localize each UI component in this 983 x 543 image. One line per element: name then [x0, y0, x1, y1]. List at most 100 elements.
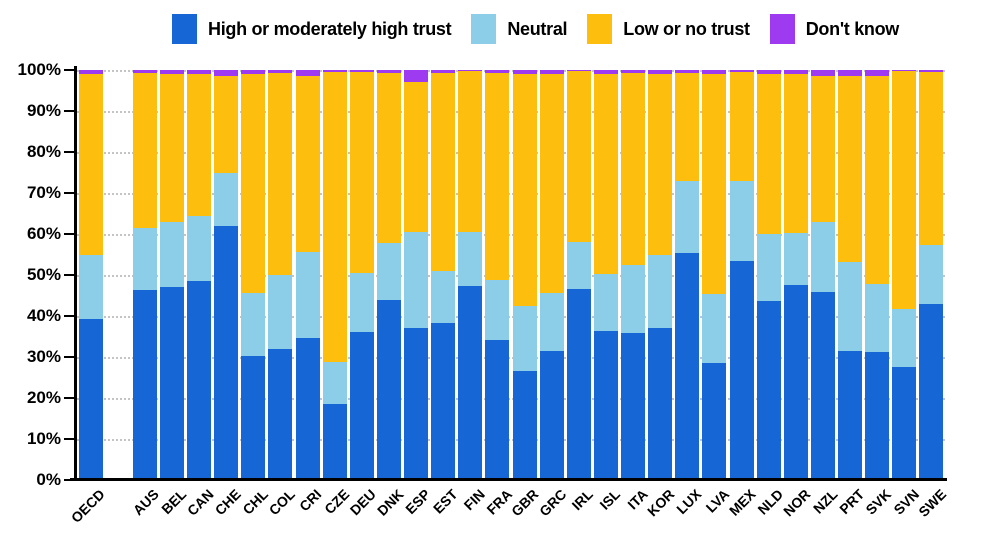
- bar-segment-neutral: [214, 172, 239, 226]
- bar-BEL: [159, 70, 184, 480]
- bar-segment-high: [621, 332, 646, 480]
- y-tick-label: 10%: [26, 429, 61, 448]
- bar-segment-low: [675, 73, 700, 182]
- bar-segment-high: [838, 350, 863, 480]
- bar-NZL: [810, 70, 835, 480]
- bar-segment-dont_know: [729, 70, 754, 73]
- bar-segment-neutral: [919, 245, 944, 305]
- bar-segment-dont_know: [756, 70, 781, 75]
- bar-segment-neutral: [404, 231, 429, 329]
- bar-segment-neutral: [268, 275, 293, 349]
- bar-segment-dont_know: [268, 70, 293, 74]
- gridline: [77, 111, 945, 113]
- bar-PRT: [838, 70, 863, 480]
- x-tick-label-DNK: DNK: [373, 486, 407, 519]
- bar-segment-neutral: [187, 215, 212, 282]
- legend-item-high-trust: High or moderately high trust: [172, 14, 452, 44]
- x-tick-label-NOR: NOR: [779, 486, 814, 520]
- bar-segment-neutral: [675, 181, 700, 253]
- bar-segment-high: [675, 252, 700, 480]
- bar-segment-low: [295, 76, 320, 252]
- bar-segment-low: [404, 82, 429, 232]
- bar-segment-high: [132, 290, 157, 480]
- y-tick-mark: [64, 397, 74, 399]
- bar-segment-neutral: [593, 274, 618, 332]
- y-tick-mark: [64, 438, 74, 440]
- x-tick-label-EST: EST: [429, 486, 461, 517]
- bar-segment-neutral: [729, 181, 754, 262]
- y-tick-label: 60%: [26, 224, 61, 243]
- legend-item-dont-know: Don't know: [769, 14, 900, 44]
- bar-segment-dont_know: [702, 70, 727, 75]
- bar-ITA: [621, 70, 646, 480]
- bar-segment-dont_know: [865, 70, 890, 76]
- bar-ISL: [593, 70, 618, 480]
- bar-segment-dont_know: [322, 70, 347, 72]
- x-axis-labels: OECD AUS BEL CAN CHE CHL COL CRI CZE DEU DNK ESP EST…: [68, 486, 949, 542]
- bar-segment-neutral: [566, 241, 591, 290]
- bar-segment-high: [431, 323, 456, 480]
- bar-CAN: [187, 70, 212, 480]
- bar-segment-low: [187, 74, 212, 216]
- bar-segment-high: [865, 351, 890, 480]
- y-axis-spine: [74, 66, 77, 480]
- bar-segment-high: [187, 281, 212, 480]
- gridline: [77, 70, 945, 72]
- bar-FRA: [485, 70, 510, 480]
- bar-KOR: [648, 70, 673, 480]
- x-tick-label-GBR: GBR: [508, 486, 542, 520]
- bar-segment-neutral: [78, 254, 103, 319]
- bar-segment-high: [376, 300, 401, 480]
- y-tick-label: 40%: [26, 306, 61, 325]
- x-tick-label-CAN: CAN: [183, 486, 217, 519]
- bar-IRL: [566, 70, 591, 480]
- gridline: [77, 275, 945, 277]
- bar-segment-high: [295, 338, 320, 480]
- bar-segment-high: [919, 304, 944, 480]
- bar-segment-dont_know: [621, 70, 646, 74]
- bar-segment-dont_know: [810, 70, 835, 77]
- bar-segment-neutral: [756, 234, 781, 301]
- legend-label-neutral: Neutral: [507, 18, 568, 39]
- bar-segment-dont_know: [241, 70, 266, 75]
- bar-CHL: [241, 70, 266, 480]
- bar-segment-low: [919, 72, 944, 246]
- bar-segment-high: [566, 289, 591, 480]
- gridline: [77, 316, 945, 318]
- x-tick-label-IRL: IRL: [568, 486, 597, 514]
- legend-label-dont-know: Don't know: [805, 18, 900, 39]
- x-tick-label-CZE: CZE: [320, 486, 353, 518]
- bar-segment-neutral: [892, 309, 917, 367]
- bar-SWE: [919, 70, 944, 480]
- bar-segment-high: [783, 284, 808, 480]
- gridline: [77, 398, 945, 400]
- bar-OECD: [78, 70, 103, 480]
- bar-segment-high: [892, 366, 917, 480]
- bar-GRC: [539, 70, 564, 480]
- x-tick-label-CRI: CRI: [296, 486, 325, 515]
- bar-CHE: [214, 70, 239, 480]
- x-tick-label-NLD: NLD: [754, 486, 787, 518]
- bar-segment-high: [648, 328, 673, 480]
- x-tick-label-ISL: ISL: [596, 486, 624, 513]
- bar-segment-dont_know: [295, 70, 320, 77]
- bar-segment-dont_know: [675, 70, 700, 74]
- bar-segment-dont_know: [838, 70, 863, 77]
- bar-segment-low: [593, 74, 618, 275]
- bar-segment-dont_know: [593, 70, 618, 75]
- bar-segment-dont_know: [214, 70, 239, 77]
- y-tick-mark: [64, 479, 74, 481]
- x-tick-label-CHL: CHL: [238, 486, 271, 518]
- bar-segment-low: [132, 72, 157, 229]
- bar-segment-neutral: [702, 293, 727, 364]
- y-axis-ticks: [64, 69, 74, 482]
- bar-segment-neutral: [539, 293, 564, 351]
- y-axis-labels: 100% 90% 80% 70% 60% 50% 40% 30% 20% 10% 0%: [0, 60, 61, 489]
- bar-segment-low: [349, 72, 374, 273]
- gridline: [77, 439, 945, 441]
- bar-segment-low: [783, 74, 808, 234]
- y-tick-label: 20%: [26, 388, 61, 407]
- bar-segment-low: [78, 74, 103, 255]
- bar-segment-dont_know: [404, 70, 429, 83]
- bar-segment-dont_know: [919, 70, 944, 73]
